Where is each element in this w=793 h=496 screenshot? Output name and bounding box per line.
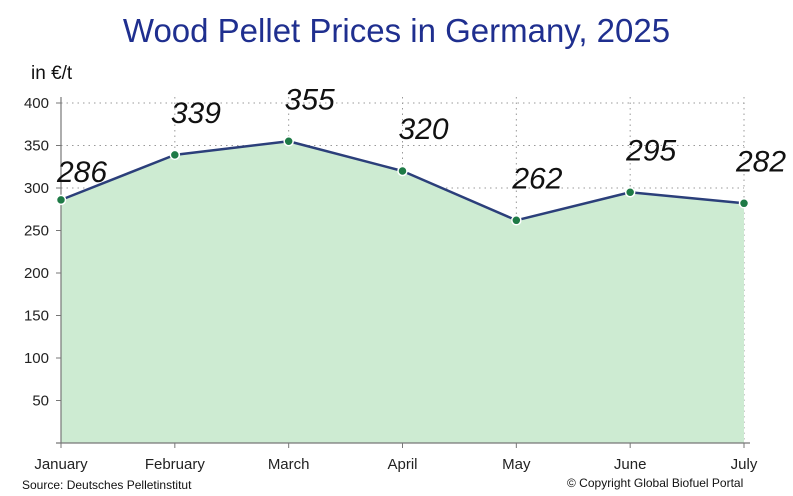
x-tick-label: January xyxy=(34,456,88,473)
area-layer xyxy=(61,141,744,443)
data-point xyxy=(738,198,750,209)
data-label: 339 xyxy=(171,97,221,130)
x-tick-label: July xyxy=(731,456,758,473)
y-tick-label: 300 xyxy=(24,180,49,197)
y-tick-label: 200 xyxy=(24,265,49,282)
data-label: 282 xyxy=(735,145,786,178)
data-label: 355 xyxy=(285,83,335,116)
y-tick-label: 250 xyxy=(24,223,49,240)
x-tick-label: February xyxy=(145,456,206,473)
y-tick-label: 50 xyxy=(32,393,49,410)
data-label: 286 xyxy=(56,156,107,189)
copyright-note: © Copyright Global Biofuel Portal xyxy=(567,476,744,490)
x-tick-label: May xyxy=(502,456,531,473)
area-fill xyxy=(61,141,744,443)
data-point xyxy=(283,136,294,147)
data-label: 295 xyxy=(625,134,676,167)
axis-layer: 50 100 150 200 250 300 350 400 January February Ma… xyxy=(24,95,758,473)
y-axis-unit-label: in €/t xyxy=(31,63,73,84)
y-tick-label: 150 xyxy=(24,308,49,325)
line-layer xyxy=(55,136,750,226)
label-layer: 286 339 355 320 262 295 282 xyxy=(56,83,786,195)
data-point xyxy=(624,187,636,198)
y-tick-label: 350 xyxy=(24,138,49,155)
y-tick-label: 400 xyxy=(24,95,49,112)
data-point xyxy=(55,194,67,206)
x-tick-label: June xyxy=(614,456,647,473)
chart-title: Wood Pellet Prices in Germany, 2025 xyxy=(122,12,671,49)
y-tick-label: 100 xyxy=(24,350,49,367)
x-tick-label: April xyxy=(387,456,417,473)
data-label: 262 xyxy=(511,162,562,195)
source-note: Source: Deutsches Pelletinstitut xyxy=(22,478,192,492)
data-point xyxy=(169,149,181,161)
data-point xyxy=(397,165,408,177)
data-label: 320 xyxy=(399,113,449,146)
data-point xyxy=(511,215,522,226)
x-tick-label: March xyxy=(268,456,310,473)
